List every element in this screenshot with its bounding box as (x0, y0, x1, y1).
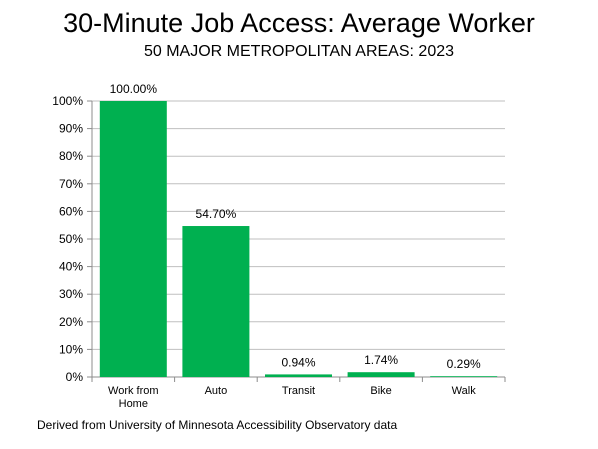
bar (265, 374, 332, 377)
x-tick-label: Work from Home (108, 385, 159, 410)
chart-title: 30-Minute Job Access: Average Worker (63, 8, 535, 38)
y-tick-label: 20% (59, 315, 83, 329)
x-tick-label: Auto (205, 385, 228, 397)
data-label: 0.94% (281, 355, 315, 369)
x-tick-label: Bike (370, 385, 391, 397)
bar (99, 101, 167, 377)
data-label: 1.74% (364, 353, 398, 367)
y-tick-label: 30% (59, 287, 83, 301)
x-tick-label: Transit (282, 385, 315, 397)
chart-subtitle: 50 MAJOR METROPOLITAN AREAS: 2023 (143, 43, 455, 60)
bar (347, 372, 415, 377)
bar (182, 226, 250, 377)
y-tick-label: 80% (59, 149, 83, 163)
y-tick-label: 60% (59, 204, 83, 218)
data-label: 100.00% (110, 82, 158, 96)
data-label: 54.70% (196, 207, 237, 221)
y-tick-label: 70% (59, 177, 83, 191)
source-note: Derived from University of Minnesota Acc… (37, 418, 398, 432)
y-tick-label: 50% (59, 232, 83, 246)
y-tick-label: 90% (59, 122, 83, 136)
x-tick-label: Walk (452, 385, 477, 397)
bar (430, 376, 498, 377)
y-tick-label: 40% (59, 260, 83, 274)
y-tick-label: 100% (52, 94, 83, 108)
y-tick-label: 0% (66, 370, 84, 384)
data-label: 0.29% (447, 357, 481, 371)
y-tick-label: 10% (59, 342, 83, 356)
